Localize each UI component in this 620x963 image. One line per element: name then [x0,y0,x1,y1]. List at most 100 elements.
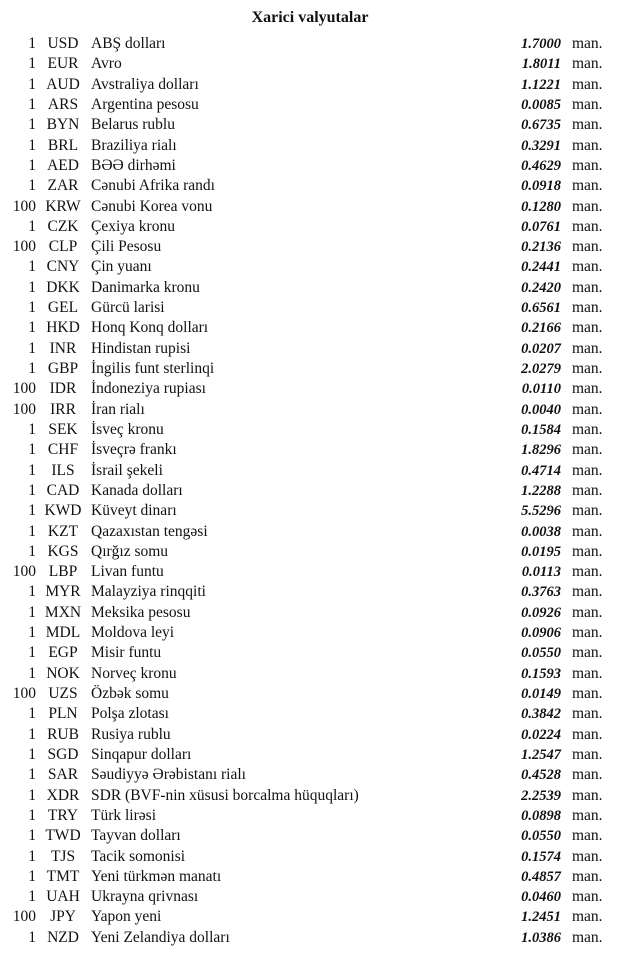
unit-label: man. [572,95,603,113]
exchange-rate: 0.3842 [521,706,561,723]
table-row: 1 KWD Küveyt dinarı 5.5296 man. [0,501,620,521]
unit-label: man. [572,766,603,784]
currency-code: ILS [51,461,75,479]
exchange-rate: 1.8296 [521,442,561,459]
currency-name: Küveyt dinarı [91,502,177,520]
currency-amount: 1 [28,461,36,479]
unit-label: man. [572,339,603,357]
unit-label: man. [572,664,603,682]
currency-code: TRY [47,806,79,824]
currency-amount: 1 [28,278,36,296]
unit-label: man. [572,806,603,824]
currency-name: Livan funtu [91,563,164,581]
table-row: 1 TWD Tayvan dolları 0.0550 man. [0,826,620,846]
table-row: 1 GEL Gürcü larisi 0.6561 man. [0,298,620,318]
currency-table: 1 USD ABŞ dolları 1.7000 man. 1 EUR Avro 1.8011 m… [0,34,620,948]
unit-label: man. [572,644,603,662]
exchange-rate: 0.4528 [521,767,561,784]
exchange-rate: 0.0110 [521,381,561,398]
table-row: 1 TRY Türk lirəsi 0.0898 man. [0,806,620,826]
table-row: 1 PLN Polşa zlotası 0.3842 man. [0,704,620,724]
table-row: 1 NOK Norveç kronu 0.1593 man. [0,664,620,684]
currency-name: Çin yuanı [91,258,152,276]
currency-code: EGP [48,644,78,662]
currency-code: ARS [47,95,79,113]
currency-amount: 1 [28,360,36,377]
currency-name: Honq Konq dolları [91,319,209,337]
table-row: 100 KRW Cənubi Korea vonu 0.1280 man. [0,197,620,217]
exchange-rate: 0.2136 [521,239,561,256]
currency-name: Qazaxıstan tengəsi [91,522,208,540]
unit-label: man. [572,75,603,93]
table-row: 100 LBP Livan funtu 0.0113 man. [0,562,620,582]
currency-code: TJS [50,847,76,865]
currency-amount: 1 [28,888,36,906]
currency-code: JPY [50,908,76,926]
exchange-rate: 0.0906 [521,625,561,642]
currency-amount: 1 [28,481,36,499]
unit-label: man. [572,136,603,154]
exchange-rate: 5.5296 [521,503,561,520]
currency-amount: 1 [28,116,36,134]
currency-code: EUR [47,55,79,73]
currency-amount: 1 [28,624,36,642]
exchange-rate: 0.3291 [521,137,561,154]
exchange-rate: 0.0040 [521,401,561,418]
currency-amount: 100 [12,563,36,581]
unit-label: man. [572,278,603,296]
currency-amount: 1 [28,827,36,845]
unit-label: man. [572,380,603,398]
table-row: 1 SGD Sinqapur dolları 1.2547 man. [0,745,620,765]
unit-label: man. [572,563,603,581]
currency-code: SGD [47,745,79,763]
currency-name: Belarus rublu [91,116,175,134]
exchange-rate: 0.4629 [521,157,561,174]
currency-amount: 1 [28,522,36,540]
exchange-rate: 2.0279 [521,361,561,377]
currency-code: XDR [46,786,80,804]
currency-code: AUD [46,75,80,93]
table-row: 1 KZT Qazaxıstan tengəsi 0.0038 man. [0,522,620,542]
table-row: 1 RUB Rusiya rublu 0.0224 man. [0,725,620,745]
unit-label: man. [572,156,603,174]
exchange-rate: 0.0550 [521,828,561,845]
table-row: 100 IRR İran rialı 0.0040 man. [0,400,620,420]
unit-label: man. [572,603,603,621]
table-row: 1 EUR Avro 1.8011 man. [0,54,620,74]
currency-code: CLP [48,238,78,256]
currency-code: CAD [46,481,80,499]
currency-code: KZT [47,522,79,540]
currency-amount: 1 [28,258,36,276]
currency-code: UZS [48,685,78,702]
unit-label: man. [572,847,603,865]
currency-code: NOK [46,664,80,682]
table-row: 1 CHF İsveçrə frankı 1.8296 man. [0,440,620,460]
currency-amount: 1 [28,786,36,804]
currency-name: BƏƏ dirhəmi [91,156,176,174]
currency-amount: 1 [28,705,36,723]
exchange-rate: 0.0550 [521,645,561,662]
exchange-rate: 0.0038 [521,523,561,540]
exchange-rate: 0.6735 [521,117,561,134]
currency-name: Səudiyyə Ərəbistanı rialı [91,766,246,784]
currency-amount: 1 [28,95,36,113]
exchange-rate: 0.4857 [521,868,561,885]
unit-label: man. [572,522,603,540]
unit-label: man. [572,725,603,743]
currency-amount: 1 [28,644,36,662]
table-row: 100 UZS Özbək somu 0.0149 man. [0,684,620,704]
currency-name: Polşa zlotası [91,705,169,723]
exchange-rate: 2.2539 [521,787,561,804]
unit-label: man. [572,197,603,215]
table-row: 1 KGS Qırğız somu 0.0195 man. [0,542,620,562]
unit-label: man. [572,745,603,763]
currency-name: Türk lirəsi [91,806,156,824]
table-row: 100 CLP Çili Pesosu 0.2136 man. [0,237,620,257]
exchange-rate: 0.0926 [521,604,561,621]
exchange-rate: 0.0918 [521,178,561,195]
exchange-rate: 0.0761 [521,218,561,235]
unit-label: man. [572,217,603,235]
currency-code: CNY [46,258,80,276]
currency-amount: 1 [28,156,36,174]
currency-amount: 1 [28,136,36,154]
